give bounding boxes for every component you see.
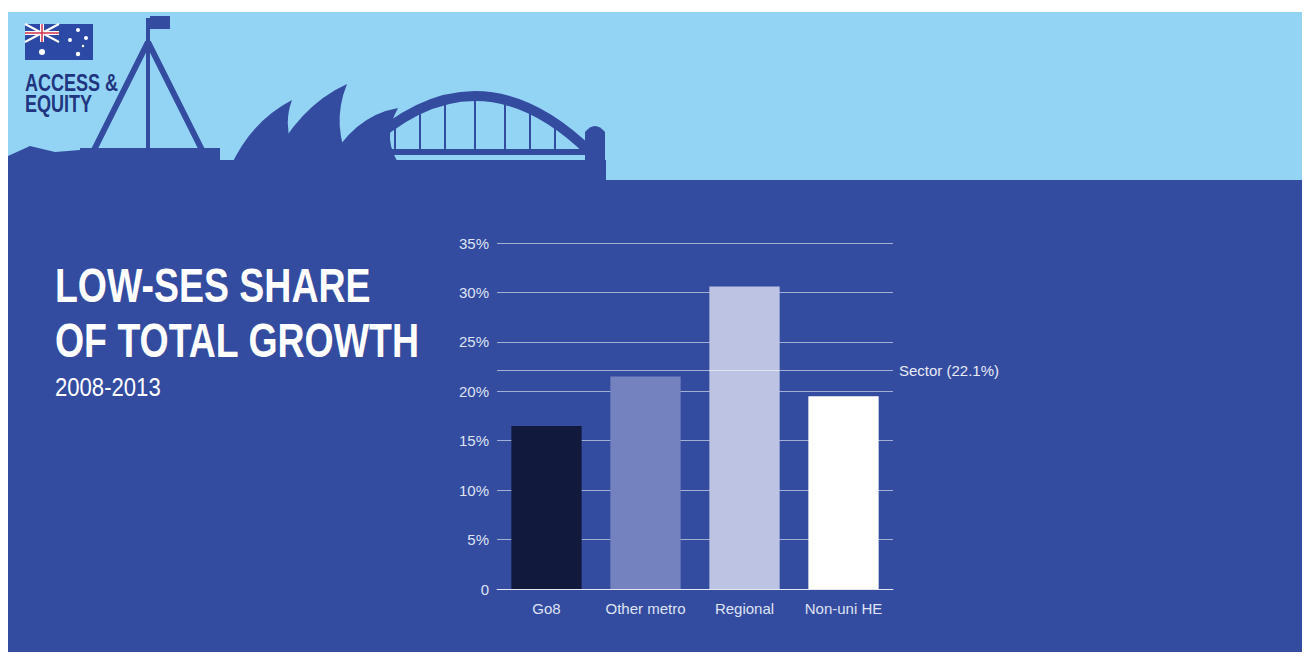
- svg-text:20%: 20%: [459, 383, 489, 400]
- svg-text:15%: 15%: [459, 432, 489, 449]
- svg-text:10%: 10%: [459, 482, 489, 499]
- html-text:ACCESS &: ACCESS &: [25, 69, 118, 96]
- html-text:2008-2013: 2008-2013: [55, 372, 161, 402]
- svg-text:30%: 30%: [459, 284, 489, 301]
- svg-text:5%: 5%: [467, 531, 489, 548]
- html-text:OF TOTAL GROWTH: OF TOTAL GROWTH: [55, 314, 419, 367]
- html-text:EQUITY: EQUITY: [25, 90, 92, 117]
- svg-text:Regional: Regional: [715, 600, 774, 617]
- svg-text:35%: 35%: [459, 235, 489, 252]
- svg-text:25%: 25%: [459, 333, 489, 350]
- svg-text:Sector (22.1%): Sector (22.1%): [899, 362, 999, 379]
- svg-text:Other metro: Other metro: [605, 600, 685, 617]
- svg-text:Non-uni HE: Non-uni HE: [805, 600, 883, 617]
- svg-text:0: 0: [481, 581, 489, 598]
- svg-text:Go8: Go8: [532, 600, 560, 617]
- html-text:LOW-SES SHARE: LOW-SES SHARE: [55, 259, 371, 312]
